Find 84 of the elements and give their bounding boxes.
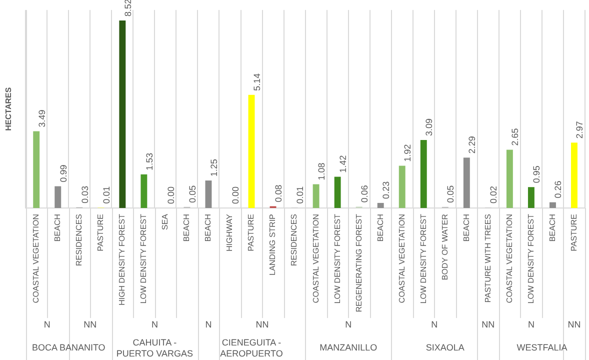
data-label: 0.95 (532, 166, 542, 184)
bar (528, 187, 534, 208)
data-label: 1.08 (316, 162, 327, 180)
data-label: 2.65 (510, 128, 520, 146)
bar (312, 184, 320, 208)
data-label: 0.01 (295, 186, 306, 204)
bar (140, 174, 148, 208)
x-tick-label: HIGH DENSITY FOREST (118, 214, 127, 306)
x-tick-label: BEACH (204, 214, 213, 242)
text: CAHUITA - PUERTO VARGAS (116, 337, 193, 358)
bar (398, 166, 406, 208)
text: NN (482, 319, 495, 330)
text: NN (256, 319, 269, 330)
x-tick-label: COASTAL VEGETATION (504, 214, 514, 304)
data-label: 0.26 (553, 180, 564, 198)
data-label: 0.00 (166, 186, 176, 204)
data-label: 3.09 (424, 118, 434, 136)
bar (463, 158, 470, 208)
data-label: 1.25 (208, 158, 219, 176)
x-tick-label: RESIDENCES (74, 214, 84, 266)
x-tick-label: HIGHWAY (225, 213, 234, 252)
bar (550, 202, 556, 208)
x-tick-label: PASTURE (569, 214, 578, 252)
text: SIXAOLA (426, 342, 464, 352)
text: N (345, 319, 352, 330)
text: N (151, 319, 158, 330)
bar (377, 202, 384, 208)
bar (33, 131, 40, 208)
x-tick-label: RESIDENCES (290, 214, 299, 266)
x-tick-label: BEACH (53, 214, 62, 242)
text: N (44, 319, 50, 330)
text: MANZANILLO (320, 342, 378, 352)
data-label: 2.97 (574, 121, 585, 139)
x-tick-label: LANDING STRIP (268, 214, 278, 276)
x-tick-label: BEACH (548, 214, 557, 242)
bar (54, 186, 62, 208)
x-tick-label: BEACH (376, 214, 385, 242)
text: CIENEGUITA - AEROPUERTO (220, 337, 283, 358)
text: N (431, 319, 438, 330)
x-tick-label: LOW DENSITY FOREST (418, 214, 428, 304)
data-label: 0.05 (187, 185, 198, 203)
data-label: 0.08 (274, 184, 284, 202)
bar (506, 150, 513, 208)
bar (571, 142, 578, 208)
y-axis-title: HECTARES (4, 86, 14, 131)
bar (205, 180, 212, 208)
x-tick-label: LOW DENSITY FOREST (139, 214, 148, 304)
data-label: 1.53 (144, 152, 154, 170)
bar (119, 20, 126, 208)
text: NN (84, 319, 97, 330)
x-tick-label: LOW DENSITY FOREST (332, 214, 342, 304)
x-tick-label: BEACH (182, 214, 192, 242)
text: N (528, 319, 534, 330)
data-label: 0.23 (381, 181, 392, 199)
x-tick-label: COASTAL VEGETATION (32, 214, 41, 304)
data-label: 2.29 (467, 136, 478, 154)
data-label: 1.42 (338, 155, 348, 173)
data-label: 1.92 (402, 144, 413, 162)
bar (248, 94, 255, 208)
x-tick-label: BEACH (462, 214, 471, 242)
text: NN (568, 319, 581, 330)
data-label: 0.05 (446, 185, 456, 203)
data-label: 5.14 (252, 73, 262, 91)
x-tick-label: PASTURE (246, 214, 256, 252)
data-label: 0.06 (360, 185, 370, 203)
x-tick-label: REGENERATING FOREST (354, 214, 364, 312)
x-tick-label: COASTAL VEGETATION (311, 214, 320, 304)
x-tick-label: PASTURE (96, 214, 106, 252)
x-tick-label: LOW DENSITY FOREST (526, 214, 536, 304)
data-label: 0.00 (230, 186, 240, 204)
text: WESTFALIA (516, 342, 568, 352)
data-label: 0.02 (488, 186, 499, 204)
data-label: 0.01 (101, 186, 112, 204)
x-tick-label: PASTURE WITH TREES (483, 214, 492, 303)
data-label: 0.99 (58, 164, 68, 182)
bar (420, 140, 427, 208)
text: BOCA BANANITO (32, 342, 106, 352)
data-label: 0.03 (80, 186, 90, 204)
bar (334, 176, 341, 208)
data-label: 3.49 (36, 110, 47, 128)
text: N (205, 319, 212, 330)
x-tick-label: SEA (160, 213, 170, 230)
x-tick-label: COASTAL VEGETATION (397, 214, 406, 304)
x-tick-label: BODY OF WATER (440, 214, 450, 280)
